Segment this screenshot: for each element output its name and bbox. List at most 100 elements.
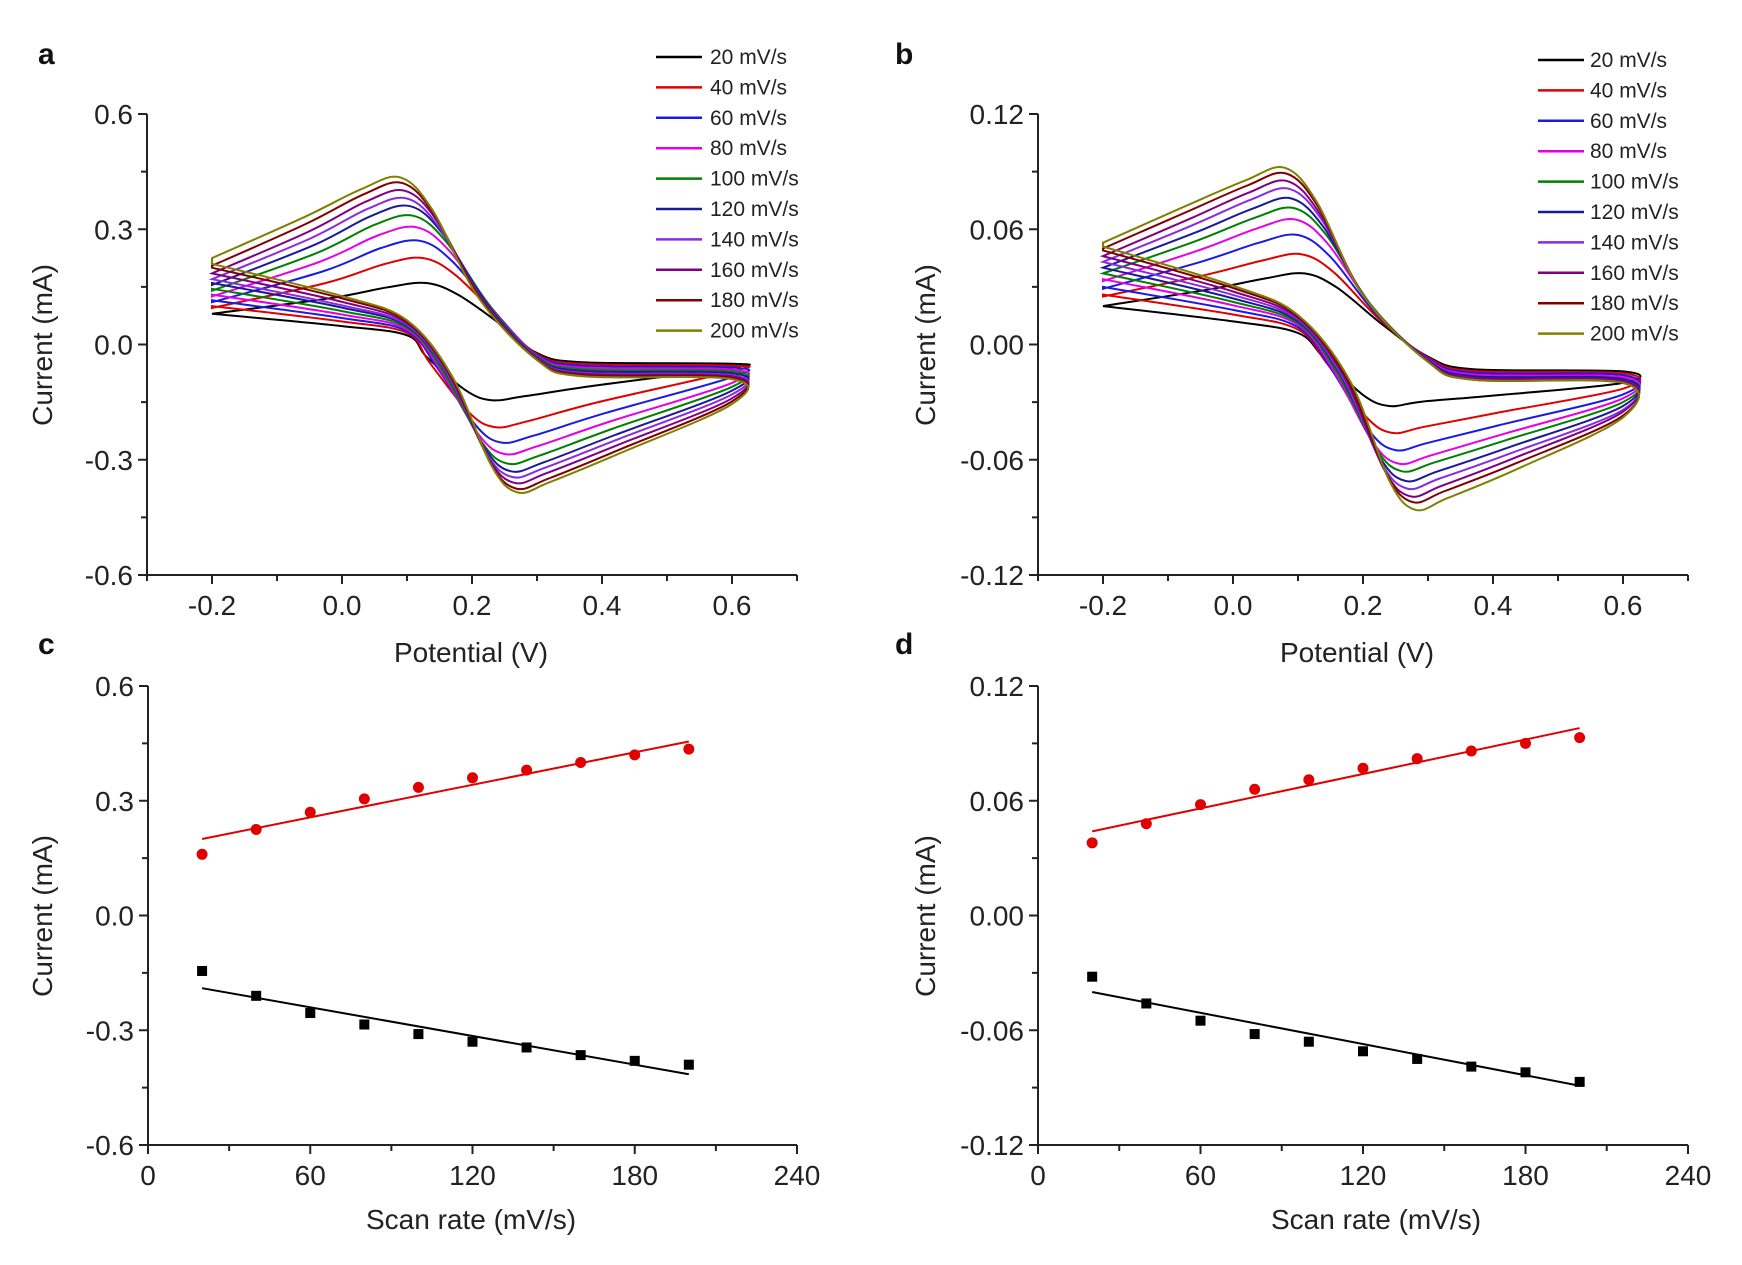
data-point-cathodic	[1087, 971, 1098, 982]
legend-label: 60 mV/s	[1590, 110, 1667, 133]
data-point-anodic	[1574, 732, 1586, 744]
y-tick-label: -0.3	[85, 445, 133, 476]
data-point-anodic	[1140, 818, 1152, 830]
data-point-cathodic	[521, 1042, 532, 1053]
data-point-cathodic	[1520, 1067, 1531, 1078]
legend-label: 40 mV/s	[710, 76, 787, 99]
legend-label: 120 mV/s	[1590, 201, 1679, 224]
y-tick-label: 0.00	[970, 901, 1025, 932]
data-point-anodic	[575, 757, 587, 768]
panel-letter: a	[38, 38, 55, 71]
data-point-cathodic	[1358, 1046, 1368, 1057]
fit-line	[201, 987, 690, 1076]
cv-curve-140	[1099, 187, 1641, 491]
legend-label: 20 mV/s	[710, 46, 787, 69]
cv-curve-100	[211, 214, 750, 466]
data-point-anodic	[304, 806, 316, 818]
x-tick-label: 0.4	[583, 590, 622, 621]
data-point-anodic	[250, 823, 262, 835]
cv-curve-40	[1102, 252, 1642, 435]
data-point-anodic	[1465, 745, 1477, 757]
y-axis-label: Current (mA)	[27, 835, 58, 997]
data-point-anodic	[1195, 799, 1206, 811]
data-point-cathodic	[683, 1059, 694, 1070]
data-point-cathodic	[575, 1050, 586, 1061]
y-tick-label: 0.6	[94, 99, 133, 130]
data-point-cathodic	[1249, 1029, 1260, 1040]
panel-letter: d	[895, 628, 913, 661]
data-point-anodic	[1520, 737, 1531, 749]
x-tick-label: 120	[449, 1160, 496, 1191]
y-tick-label: 0.6	[95, 671, 134, 702]
x-tick-label: 180	[611, 1160, 658, 1191]
data-point-cathodic	[1141, 998, 1152, 1009]
x-tick-label: -0.2	[1079, 590, 1127, 621]
cv-curve-20	[1102, 272, 1642, 408]
y-tick-label: 0.06	[970, 786, 1025, 817]
x-tick-label: 0.6	[713, 590, 752, 621]
y-tick-label: -0.3	[86, 1015, 134, 1046]
y-tick-label: 0.3	[95, 786, 134, 817]
x-tick-label: 240	[774, 1160, 821, 1191]
data-point-anodic	[1249, 783, 1261, 795]
panel-d: d 0 60 120 180 240 0.12 0.06 0.00 -0.06 -0.12 Scan …	[895, 628, 1711, 1235]
data-point-anodic	[1411, 753, 1423, 765]
legend-label: 60 mV/s	[710, 107, 787, 130]
data-point-cathodic	[467, 1036, 478, 1047]
y-tick-label: 0.12	[970, 671, 1025, 702]
cv-curve-200	[211, 175, 750, 495]
x-tick-label: 0.0	[1214, 590, 1253, 621]
y-tick-label: 0.00	[970, 330, 1025, 361]
data-point-anodic	[1086, 837, 1098, 849]
y-axis-label: Current (mA)	[910, 264, 941, 426]
y-tick-label: -0.06	[960, 445, 1024, 476]
data-point-anodic	[196, 848, 208, 860]
data-point-cathodic	[359, 1019, 370, 1030]
x-tick-label: 240	[1665, 1160, 1712, 1191]
cv-curve-40	[211, 256, 751, 429]
x-tick-label: 0	[1030, 1160, 1046, 1191]
data-point-cathodic	[1303, 1036, 1314, 1047]
data-point-cathodic	[1466, 1061, 1477, 1072]
legend-label: 40 mV/s	[1590, 79, 1667, 102]
fit-line	[201, 740, 690, 840]
data-point-anodic	[412, 781, 424, 793]
cv-curve-160	[1099, 179, 1641, 498]
data-point-anodic	[467, 772, 478, 784]
x-tick-label: 0	[140, 1160, 156, 1191]
y-tick-label: 0.0	[94, 330, 133, 361]
legend-label: 200 mV/s	[1590, 323, 1679, 346]
data-point-cathodic	[1412, 1053, 1423, 1064]
x-tick-label: 120	[1340, 1160, 1387, 1191]
y-tick-label: -0.6	[85, 560, 133, 591]
data-point-cathodic	[197, 965, 208, 976]
legend-label: 180 mV/s	[710, 289, 799, 312]
x-axis-label: Potential (V)	[1280, 637, 1434, 668]
fit-line	[1091, 727, 1580, 833]
y-tick-label: -0.12	[960, 1130, 1024, 1161]
legend-label: 160 mV/s	[710, 259, 799, 282]
panel-letter: b	[895, 38, 913, 71]
data-point-anodic	[521, 764, 533, 776]
y-tick-label: -0.12	[960, 560, 1024, 591]
y-tick-label: -0.06	[960, 1015, 1024, 1046]
panel-letter: c	[38, 628, 55, 661]
data-point-anodic	[358, 793, 370, 805]
data-point-cathodic	[629, 1055, 640, 1066]
panel-a: a -0.2 0.0 0.2 0.4 0.6 0.6 0.3 0.0 -0.3 -0.6 Potent…	[27, 38, 799, 668]
y-tick-label: 0.06	[970, 214, 1025, 245]
legend-label: 140 mV/s	[1590, 231, 1679, 254]
legend-label: 100 mV/s	[710, 168, 799, 191]
y-axis-label: Current (mA)	[27, 264, 58, 426]
cv-curve-200	[1102, 165, 1640, 512]
legend-label: 20 mV/s	[1590, 49, 1667, 72]
x-axis-label: Scan rate (mV/s)	[366, 1204, 576, 1235]
y-tick-label: 0.3	[94, 214, 133, 245]
y-tick-label: 0.12	[970, 99, 1025, 130]
legend-label: 80 mV/s	[1590, 140, 1667, 163]
x-tick-label: 0.4	[1474, 590, 1513, 621]
data-point-anodic	[1357, 762, 1369, 774]
x-tick-label: 0.2	[453, 590, 492, 621]
x-tick-label: -0.2	[188, 590, 236, 621]
